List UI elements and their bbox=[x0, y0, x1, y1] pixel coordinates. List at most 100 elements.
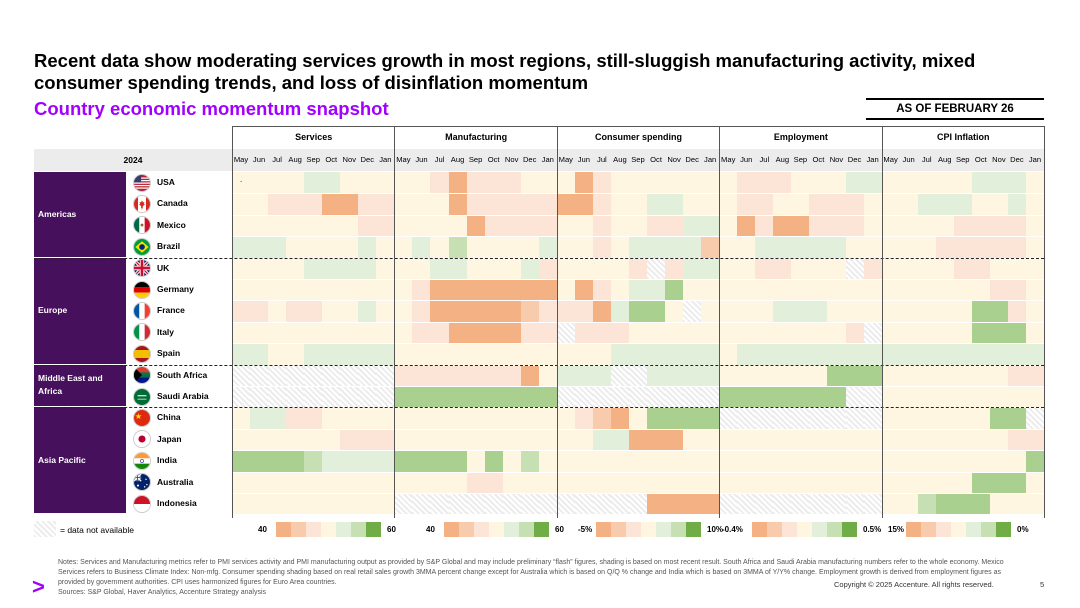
usa-flag-icon bbox=[133, 173, 151, 192]
heatmap-cell bbox=[376, 364, 395, 386]
heatmap-cell bbox=[935, 471, 955, 493]
heatmap-cell bbox=[719, 407, 738, 429]
month-label: Dec bbox=[847, 155, 862, 164]
heatmap-cell bbox=[322, 172, 341, 194]
heatmap-cell bbox=[358, 407, 377, 429]
heatmap-cell bbox=[935, 386, 955, 408]
heatmap-cell bbox=[665, 364, 684, 386]
heatmap-cell bbox=[592, 279, 612, 301]
heatmap-cell bbox=[574, 343, 594, 365]
heatmap-cell bbox=[628, 321, 648, 344]
heatmap-cell bbox=[791, 450, 810, 472]
region-divider bbox=[34, 257, 1044, 259]
heatmap-cell bbox=[574, 428, 594, 451]
heatmap-cell bbox=[430, 321, 449, 344]
heatmap-cell bbox=[250, 471, 269, 493]
heatmap-cell bbox=[881, 321, 900, 344]
heatmap-cell bbox=[448, 364, 467, 386]
uk-flag-icon bbox=[133, 259, 151, 278]
heatmap-cell bbox=[286, 279, 305, 301]
heatmap-cell bbox=[665, 172, 684, 194]
heatmap-cell bbox=[412, 450, 431, 472]
heatmap-cell bbox=[268, 279, 287, 301]
germany-flag-icon bbox=[133, 280, 151, 299]
heatmap-cell bbox=[232, 321, 251, 344]
column-divider bbox=[232, 126, 233, 518]
heatmap-cell bbox=[899, 172, 918, 194]
legend-low-label: -0.4% bbox=[722, 525, 743, 534]
heatmap-cell bbox=[827, 428, 846, 451]
heatmap-cell bbox=[899, 214, 918, 237]
heatmap-cell bbox=[610, 428, 630, 451]
heatmap-cell bbox=[574, 257, 594, 279]
heatmap-cell bbox=[719, 493, 738, 515]
heatmap-cell bbox=[358, 428, 377, 451]
heatmap-cell bbox=[827, 300, 846, 322]
heatmap-cell bbox=[809, 236, 828, 258]
heatmap-cell bbox=[538, 450, 558, 472]
country-indonesia: Indonesia bbox=[157, 498, 197, 508]
heatmap-cell bbox=[989, 214, 1009, 237]
heatmap-cell bbox=[719, 471, 738, 493]
heatmap-cell bbox=[683, 386, 702, 408]
heatmap-cell bbox=[448, 257, 467, 279]
heatmap-cell bbox=[845, 407, 864, 429]
heatmap-cell bbox=[953, 428, 973, 451]
brazil-flag-icon bbox=[133, 237, 151, 256]
month-label: Jan bbox=[379, 155, 392, 164]
row-divider bbox=[126, 471, 1044, 473]
heatmap-cell bbox=[845, 279, 864, 301]
heatmap-cell bbox=[430, 386, 449, 408]
heatmap-cell bbox=[394, 236, 413, 258]
heatmap-cell bbox=[935, 279, 955, 301]
heatmap-cell bbox=[827, 364, 846, 386]
heatmap-cell bbox=[574, 193, 594, 215]
heatmap-cell bbox=[376, 236, 395, 258]
heatmap-cell bbox=[286, 321, 305, 344]
heatmap-cell bbox=[322, 386, 341, 408]
heatmap-cell bbox=[520, 343, 540, 365]
accenture-logo: > bbox=[32, 574, 45, 599]
month-label: Jun bbox=[577, 155, 590, 164]
heatmap-cell bbox=[881, 471, 900, 493]
heatmap-cell bbox=[466, 214, 485, 237]
heatmap-cell bbox=[737, 172, 756, 194]
heatmap-cell bbox=[340, 321, 359, 344]
legend-high-label: 60 bbox=[555, 525, 564, 534]
heatmap-cell bbox=[737, 279, 756, 301]
heatmap-cell bbox=[268, 471, 287, 493]
heatmap-cell bbox=[448, 193, 467, 215]
heatmap-cell bbox=[791, 300, 810, 322]
heatmap-cell bbox=[358, 493, 377, 515]
heatmap-cell bbox=[592, 257, 612, 279]
saudi-arabia-flag-icon bbox=[133, 387, 151, 406]
month-label: Jan bbox=[541, 155, 554, 164]
month-label: Jul bbox=[759, 155, 770, 164]
heatmap-cell bbox=[628, 386, 648, 408]
heatmap-cell bbox=[430, 364, 449, 386]
region-middle-east-and-africa: Middle East and Africa bbox=[34, 364, 126, 407]
header-top-line bbox=[232, 126, 1044, 127]
metric-group-services: Services bbox=[232, 126, 394, 148]
heatmap-cell bbox=[917, 193, 937, 215]
legend-swatch bbox=[951, 522, 966, 537]
heatmap-cell bbox=[412, 386, 431, 408]
heatmap-cell bbox=[304, 172, 323, 194]
heatmap-cell bbox=[610, 343, 630, 365]
heatmap-cell bbox=[647, 386, 666, 408]
heatmap-cell bbox=[502, 193, 521, 215]
legend-swatch bbox=[489, 522, 504, 537]
heatmap-cell bbox=[448, 279, 467, 301]
heatmap-cell bbox=[394, 493, 413, 515]
heatmap-cell bbox=[322, 214, 341, 237]
legend-swatch bbox=[827, 522, 842, 537]
heatmap-cell bbox=[286, 407, 305, 429]
japan-flag-icon bbox=[133, 430, 151, 449]
month-label: May bbox=[883, 155, 898, 164]
heatmap-cell bbox=[232, 172, 251, 194]
heatmap-cell bbox=[502, 172, 521, 194]
heatmap-cell bbox=[250, 257, 269, 279]
heatmap-cell bbox=[268, 364, 287, 386]
legend-swatch bbox=[336, 522, 351, 537]
australia-flag-icon bbox=[133, 473, 151, 492]
